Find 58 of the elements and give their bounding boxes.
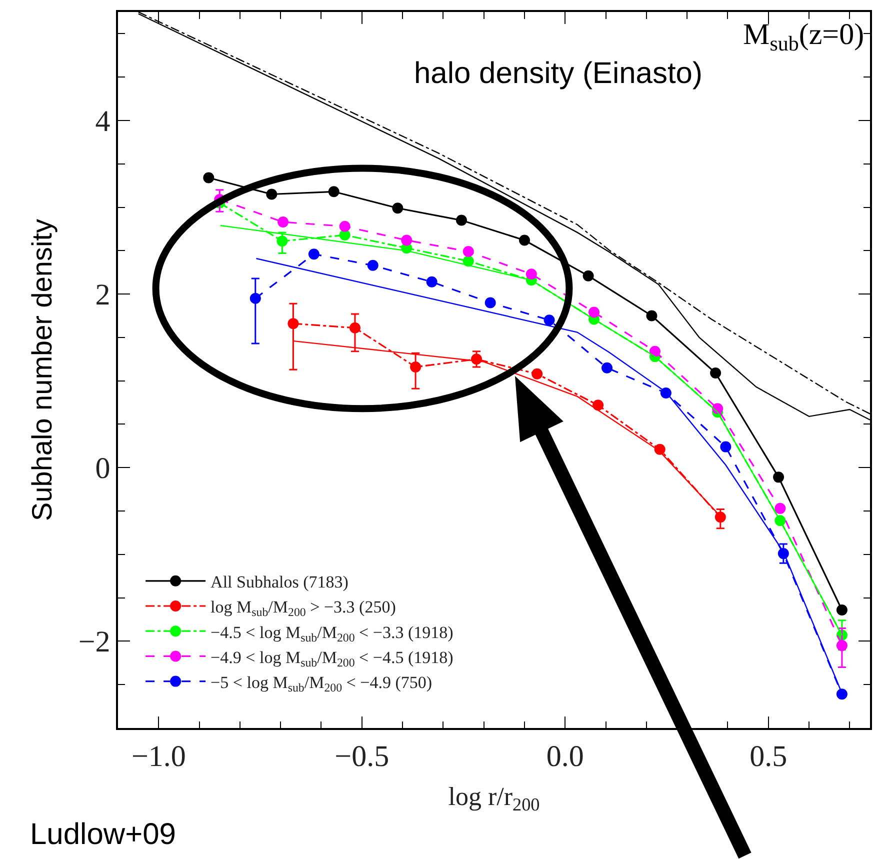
legend-label: log M$_{sub}$/M$_{200}$ > −3.3 (250)	[210, 598, 396, 620]
point	[276, 236, 288, 247]
annotation: M$_{sub}$(z=0)	[743, 18, 864, 56]
legend-label: −4.5 < log M$_{sub}$/M$_{200}$ < −3.3 (1918)	[210, 622, 454, 644]
point	[582, 270, 594, 282]
point	[654, 444, 666, 455]
point	[367, 260, 378, 271]
point	[288, 318, 299, 330]
y-tick-label: 4	[95, 104, 110, 138]
point	[778, 548, 789, 560]
point	[646, 310, 658, 322]
point	[774, 502, 786, 514]
point	[308, 248, 320, 260]
point	[544, 314, 555, 326]
y-tick-label: 2	[95, 278, 110, 312]
legend-label: All Subhalos (7183)	[210, 572, 348, 592]
point	[602, 362, 612, 374]
y-tick-label: −2	[78, 626, 110, 659]
point	[456, 214, 467, 226]
point	[471, 354, 482, 365]
legend-label: −5 < log M$_{sub}$/M$_{200}$ < −4.9 (750)	[210, 672, 432, 695]
x-tick-label: 0.0	[546, 740, 584, 773]
point	[250, 292, 261, 304]
point	[462, 246, 474, 258]
point	[836, 640, 848, 652]
point	[836, 688, 848, 700]
point	[773, 472, 784, 483]
point	[649, 346, 660, 357]
x-tick-label: 0.5	[750, 740, 788, 773]
x-tick-label: −1.0	[131, 740, 186, 773]
point	[349, 322, 360, 334]
legend-label: −4.9 < log M$_{sub}$/M$_{200}$ < −4.5 (1918)	[210, 648, 454, 670]
point	[526, 268, 537, 280]
x-axis-title: log r/r$_{200}$	[448, 782, 540, 814]
point	[328, 186, 340, 198]
point	[401, 234, 412, 246]
point	[592, 400, 604, 411]
x-tick-label: −0.5	[334, 740, 390, 773]
point	[339, 220, 350, 232]
point	[278, 216, 289, 228]
point	[836, 604, 848, 616]
point	[518, 234, 530, 246]
point	[392, 202, 404, 214]
point	[426, 276, 438, 288]
y-axis-title: Subhalo number density	[26, 219, 58, 521]
point	[720, 441, 732, 452]
point	[710, 368, 722, 379]
point	[484, 297, 496, 308]
point	[410, 361, 422, 372]
point	[532, 368, 543, 380]
point	[660, 388, 672, 398]
point	[203, 172, 214, 184]
annotation: halo density (Einasto)	[414, 57, 702, 90]
point	[266, 188, 278, 200]
text: Ludlow+09	[30, 818, 176, 851]
y-tick-label: 0	[95, 452, 110, 486]
point	[714, 512, 726, 523]
point	[588, 306, 600, 318]
